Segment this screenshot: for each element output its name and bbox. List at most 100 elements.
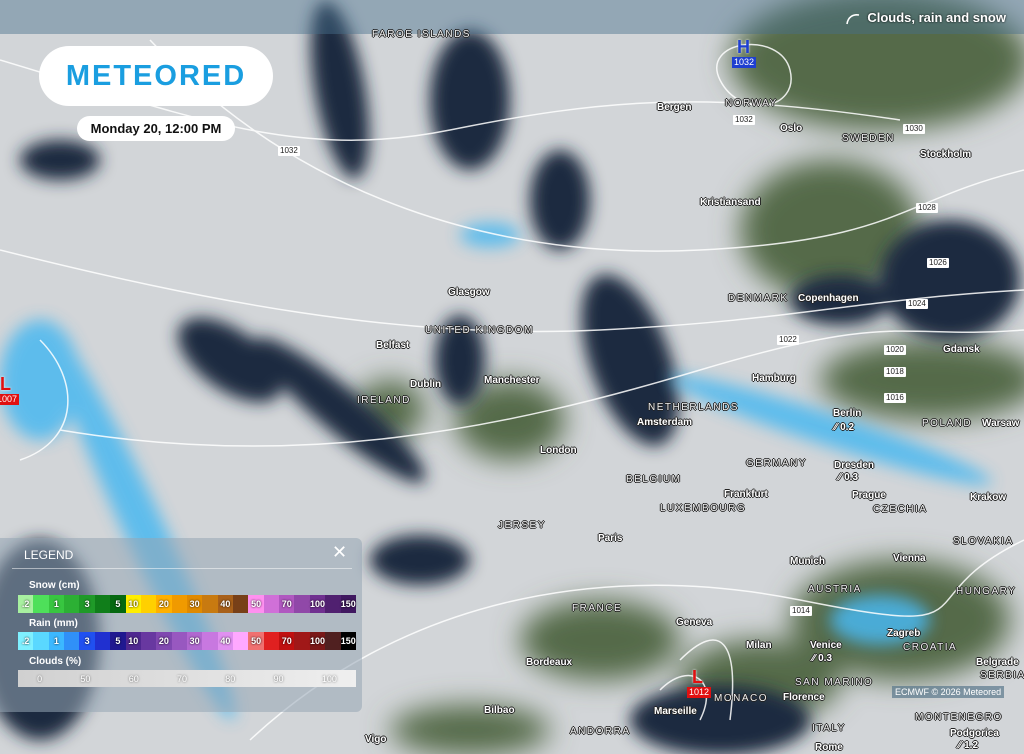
country-label: SLOVAKIA — [953, 536, 1014, 547]
country-label: BELGIUM — [626, 474, 682, 485]
scale-cell — [140, 595, 157, 613]
scale-cell — [263, 595, 280, 613]
scale-cell: 30 — [186, 632, 203, 650]
scale-cell: .2 — [18, 595, 34, 613]
city-label: Florence — [783, 692, 825, 703]
pressure-value: 1007 — [0, 394, 20, 405]
scale-cell: 10 — [125, 632, 141, 650]
scale-cell — [140, 632, 157, 650]
country-label: POLAND — [922, 418, 973, 429]
scale-cell: 20 — [156, 632, 172, 650]
isobar-value: 1016 — [884, 393, 906, 403]
city-label: Stockholm — [920, 149, 972, 160]
scale-cell — [202, 595, 218, 613]
scale-cell — [171, 632, 187, 650]
scale-cell: 10 — [125, 595, 141, 613]
precip-amount-label: ∕∕ 0.3 — [812, 653, 833, 664]
low-pressure-marker: L — [692, 667, 703, 687]
isobar-value: 1030 — [903, 124, 925, 134]
scale-cell — [294, 632, 310, 650]
city-label: Bordeaux — [526, 657, 573, 668]
country-label: FAROE ISLANDS — [372, 29, 471, 40]
country-label: NORWAY — [725, 98, 778, 109]
country-label: CZECHIA — [873, 504, 928, 515]
scale-cell: 5 — [110, 632, 126, 650]
scale-cell: 1 — [48, 595, 65, 613]
city-label: Dresden — [834, 460, 875, 471]
isobar-value: 1026 — [927, 258, 949, 268]
scale-cell — [64, 595, 80, 613]
scale-cell: 3 — [79, 632, 95, 650]
city-label: Gdansk — [943, 344, 980, 355]
city-label: Rome — [815, 742, 843, 753]
brand-text: METEORED — [65, 59, 247, 92]
cloud-wave-icon — [846, 13, 860, 24]
city-label: Bergen — [657, 102, 692, 113]
country-label: SWEDEN — [842, 133, 895, 144]
scale-tick: 90 — [273, 673, 284, 684]
scale-cell: 70 — [279, 595, 295, 613]
meteored-logo[interactable]: METEORED — [39, 46, 273, 106]
isobar-value: 1022 — [777, 335, 799, 345]
city-label: Podgorica — [950, 728, 999, 739]
precip-amount-label: ∕∕ 0.3 — [838, 472, 859, 483]
scale-cell: 5 — [110, 595, 126, 613]
land-area — [355, 0, 1024, 754]
country-label: CROATIA — [903, 642, 958, 653]
scale-cell — [233, 632, 249, 650]
city-label: Hamburg — [752, 373, 796, 384]
isobar-value: 1018 — [884, 367, 906, 377]
scale-cell: 150 — [340, 632, 356, 650]
city-label: Krakow — [970, 492, 1007, 503]
country-label: MONTENEGRO — [915, 712, 1003, 723]
isobar-value: 1014 — [790, 606, 812, 616]
scale-cell: 50 — [248, 632, 264, 650]
scale-cell — [294, 595, 310, 613]
scale-cell: 3 — [79, 595, 95, 613]
city-label: Belgrade — [976, 657, 1019, 668]
scale-cell — [263, 632, 280, 650]
country-label: IRELAND — [357, 395, 411, 406]
rain-scale: .2 1 3 5 10 20 30 40 50 70 100 150 — [18, 632, 356, 650]
divider — [12, 568, 352, 569]
low-pressure-marker: L — [0, 374, 11, 394]
city-label: Vienna — [893, 553, 926, 564]
country-label: LUXEMBOURG — [660, 503, 747, 514]
city-label: Glasgow — [448, 287, 490, 298]
scale-cell: 70 — [279, 632, 295, 650]
scale-cell — [94, 595, 111, 613]
layer-label: Clouds, rain and snow — [867, 10, 1006, 25]
city-label: Dublin — [410, 379, 442, 390]
city-label: Manchester — [484, 375, 540, 386]
isobar-value: 1020 — [884, 345, 906, 355]
country-label: JERSEY — [498, 520, 546, 531]
isobar-value: 1028 — [916, 203, 938, 213]
scale-cell — [325, 632, 341, 650]
pressure-value: 1012 — [687, 687, 712, 698]
city-label: Kristiansand — [700, 197, 761, 208]
datetime-pill[interactable]: Monday 20, 12:00 PM — [77, 116, 235, 141]
scale-cell: 1 — [48, 632, 65, 650]
isobar-value: 1032 — [278, 146, 300, 156]
legend-title: LEGEND — [24, 548, 74, 562]
scale-cell: .2 — [18, 632, 34, 650]
clouds-title: Clouds (%) — [29, 656, 82, 667]
city-label: Vigo — [365, 734, 387, 745]
scale-tick: 80 — [225, 673, 236, 684]
city-label: Belfast — [376, 340, 410, 351]
precip-amount-label: ∕∕ 0.2 — [834, 422, 855, 433]
country-label: NETHERLANDS — [648, 402, 739, 413]
city-label: Frankfurt — [724, 489, 768, 500]
layer-selector[interactable]: Clouds, rain and snow — [845, 10, 1006, 25]
city-label: London — [540, 445, 577, 456]
scale-cell — [325, 595, 341, 613]
scale-cell: 100 — [309, 632, 326, 650]
precip-amount-label: ∕∕ 1.2 — [958, 740, 979, 751]
close-legend-button[interactable]: ✕ — [332, 542, 348, 562]
country-label: DENMARK — [728, 293, 789, 304]
city-label: Marseille — [654, 706, 697, 717]
scale-tick: 60 — [128, 673, 139, 684]
city-label: Amsterdam — [637, 417, 693, 428]
country-label: UNITED KINGDOM — [425, 325, 534, 336]
country-label: ANDORRA — [570, 726, 631, 737]
